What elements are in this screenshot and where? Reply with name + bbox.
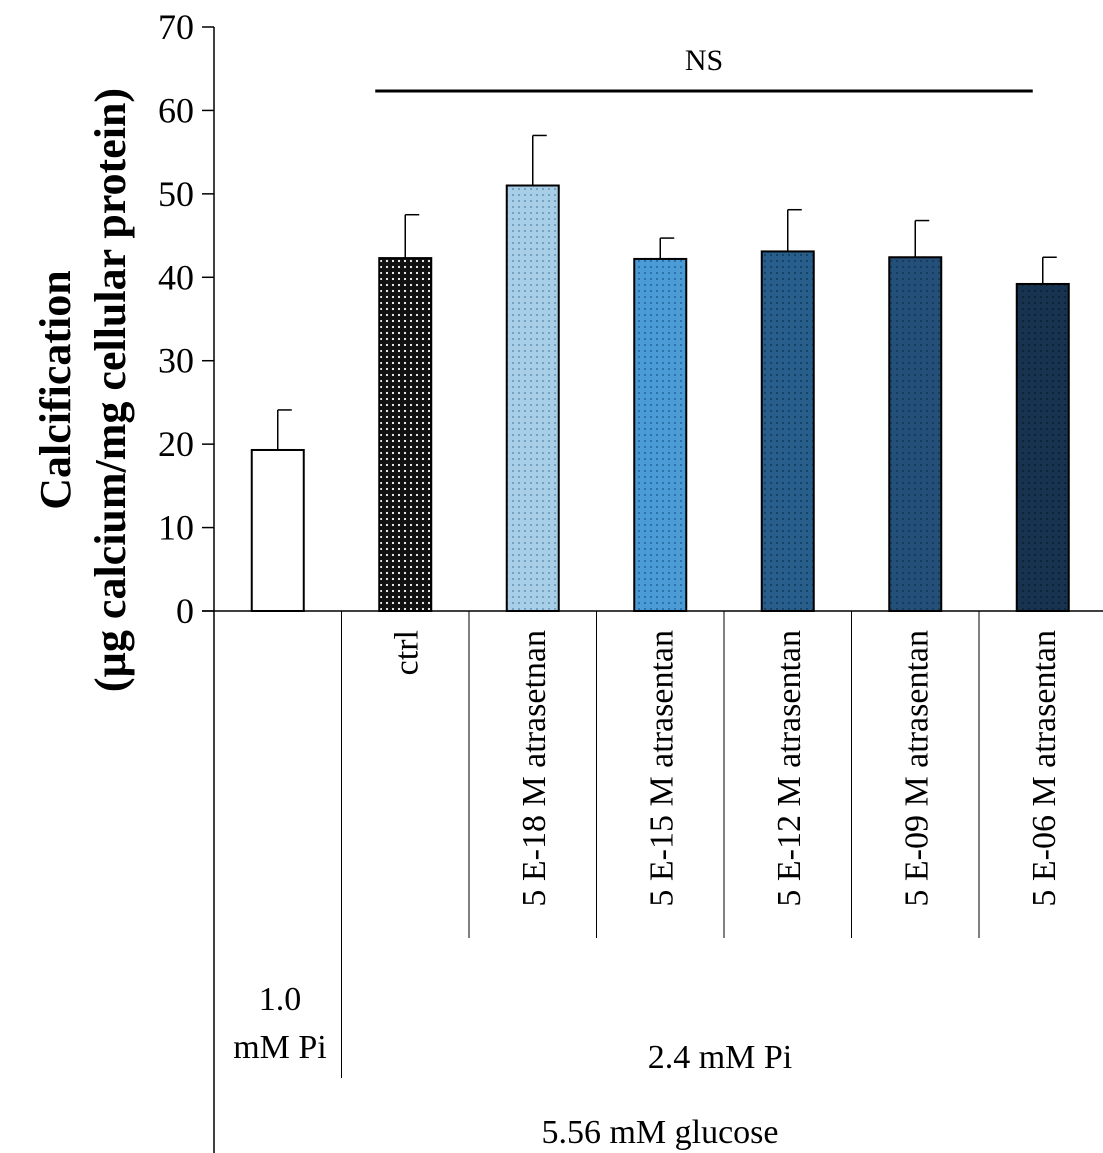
category-label-5: 5 E-09 M atrasentan [898,630,935,907]
bar-0 [250,448,305,612]
category-label-4: 5 E-12 M atrasentan [771,630,808,907]
bars [250,184,1070,612]
y-tick-label: 0 [176,591,194,631]
significance-label: NS [685,44,723,77]
y-tick-label: 50 [158,174,194,214]
y-axis-title-line1: Calcification [31,270,80,510]
error-bars [277,134,1057,450]
y-axis-title-line2: (µg calcium/mg cellular protein) [86,88,135,692]
y-tick-label: 30 [158,341,194,381]
group-label-2-4mm-pi: 2.4 mM Pi [648,1039,793,1076]
category-label-6: 5 E-06 M atrasentan [1026,630,1063,907]
bar-3 [633,257,688,612]
bar-1 [378,257,433,612]
category-label-1: ctrl [388,630,425,675]
bar-4 [760,250,815,612]
bar-6 [1015,282,1070,612]
bar-5 [888,256,943,612]
category-table-lines [341,611,980,1078]
group-label-glucose: 5.56 mM glucose [541,1114,778,1151]
group-label-1mm-pi-line2: mM Pi [233,1029,327,1066]
bar-2 [505,184,560,612]
y-axis: 0 10 20 30 40 50 60 70 [158,7,1103,1153]
x-axis-labels: ctrl 5 E-18 M atrasetnan 5 E-15 M atrasent… [388,630,1063,907]
group-label-1mm-pi-line1: 1.0 [259,981,302,1018]
category-label-3: 5 E-15 M atrasentan [643,630,680,907]
y-tick-label: 10 [158,508,194,548]
y-tick-label: 40 [158,257,194,297]
y-tick-label: 20 [158,424,194,464]
category-label-2: 5 E-18 M atrasetnan [516,630,553,907]
y-tick-label: 70 [158,7,194,47]
y-tick-label: 60 [158,90,194,130]
